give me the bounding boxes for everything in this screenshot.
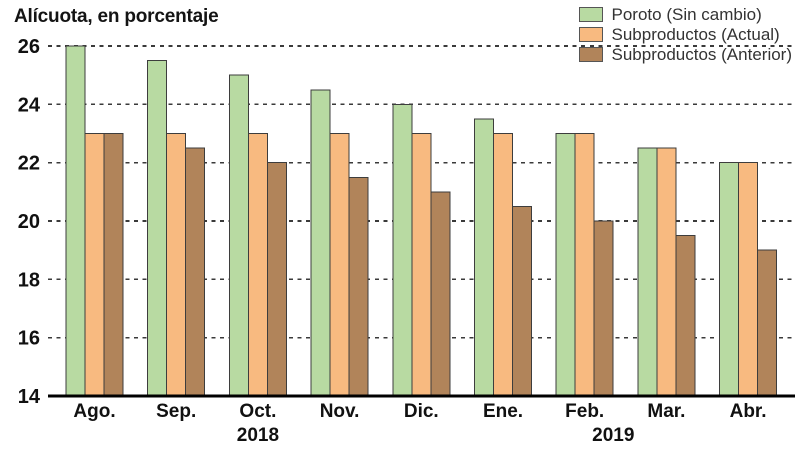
bar-subproductos-anterior-dic: [430, 191, 451, 397]
x-label-feb: Feb.: [565, 401, 604, 422]
bar-subproductos-anterior-ago: [103, 133, 124, 397]
legend-label: Subproductos (Anterior): [611, 44, 792, 64]
bar-poroto-sin-cambio-ago: [65, 45, 86, 397]
bar-subproductos-actual-ene: [493, 133, 513, 397]
bar-poroto-sin-cambio-abr: [719, 162, 740, 397]
bar-subproductos-anterior-nov: [348, 176, 369, 397]
legend-label: Poroto (Sin cambio): [611, 4, 762, 24]
y-label-14: 14: [18, 386, 41, 408]
bar-subproductos-anterior-mar: [675, 235, 696, 397]
bar-subproductos-anterior-feb: [593, 220, 614, 397]
x-label-dic: Dic.: [404, 401, 439, 422]
bar-subproductos-anterior-sep: [185, 147, 206, 397]
legend-swatch-subproductos-anterior: [578, 47, 603, 62]
y-label-26: 26: [18, 36, 40, 58]
legend-item-subproductos-anterior: Subproductos (Anterior): [578, 44, 792, 64]
bar-subproductos-actual-oct: [247, 133, 268, 397]
bar-poroto-sin-cambio-ene: [474, 118, 494, 397]
legend-item-poroto-sin-cambio: Poroto (Sin cambio): [578, 4, 792, 24]
x-label-ene: Ene.: [483, 401, 523, 422]
bar-poroto-sin-cambio-oct: [228, 74, 249, 397]
y-label-16: 16: [18, 328, 40, 350]
bar-subproductos-actual-mar: [656, 147, 677, 397]
bar-subproductos-actual-nov: [329, 133, 350, 397]
bar-subproductos-anterior-abr: [757, 249, 778, 397]
x-label-oct: Oct.: [239, 401, 276, 422]
chart-title: Alícuota, en porcentaje: [14, 6, 219, 27]
bar-poroto-sin-cambio-mar: [637, 147, 658, 397]
x-label-ago: Ago.: [73, 401, 115, 422]
y-label-22: 22: [18, 153, 40, 175]
bar-subproductos-anterior-oct: [266, 162, 287, 397]
bar-poroto-sin-cambio-dic: [392, 103, 413, 397]
year-label-2018: 2018: [237, 425, 279, 446]
legend: Poroto (Sin cambio) Subproductos (Actual…: [572, 4, 792, 65]
bar-poroto-sin-cambio-nov: [310, 89, 331, 397]
legend-label: Subproductos (Actual): [611, 24, 780, 44]
bar-poroto-sin-cambio-feb: [555, 133, 576, 397]
bar-subproductos-actual-sep: [166, 133, 187, 397]
bar-poroto-sin-cambio-sep: [147, 60, 168, 397]
x-label-abr: Abr.: [730, 401, 767, 422]
x-label-sep: Sep.: [156, 401, 196, 422]
y-label-18: 18: [18, 269, 40, 291]
bar-subproductos-actual-ago: [84, 133, 105, 397]
year-label-2019: 2019: [592, 425, 634, 446]
bar-subproductos-actual-dic: [411, 133, 432, 397]
y-label-20: 20: [18, 211, 40, 233]
bar-subproductos-actual-abr: [738, 162, 759, 397]
bar-subproductos-anterior-ene: [512, 205, 532, 397]
legend-item-subproductos-actual: Subproductos (Actual): [578, 24, 792, 44]
x-label-nov: Nov.: [320, 401, 360, 422]
y-label-24: 24: [18, 94, 41, 116]
bar-subproductos-actual-feb: [574, 133, 595, 397]
legend-swatch-poroto-sin-cambio: [578, 7, 603, 22]
x-label-mar: Mar.: [647, 401, 685, 422]
legend-swatch-subproductos-actual: [578, 27, 603, 42]
